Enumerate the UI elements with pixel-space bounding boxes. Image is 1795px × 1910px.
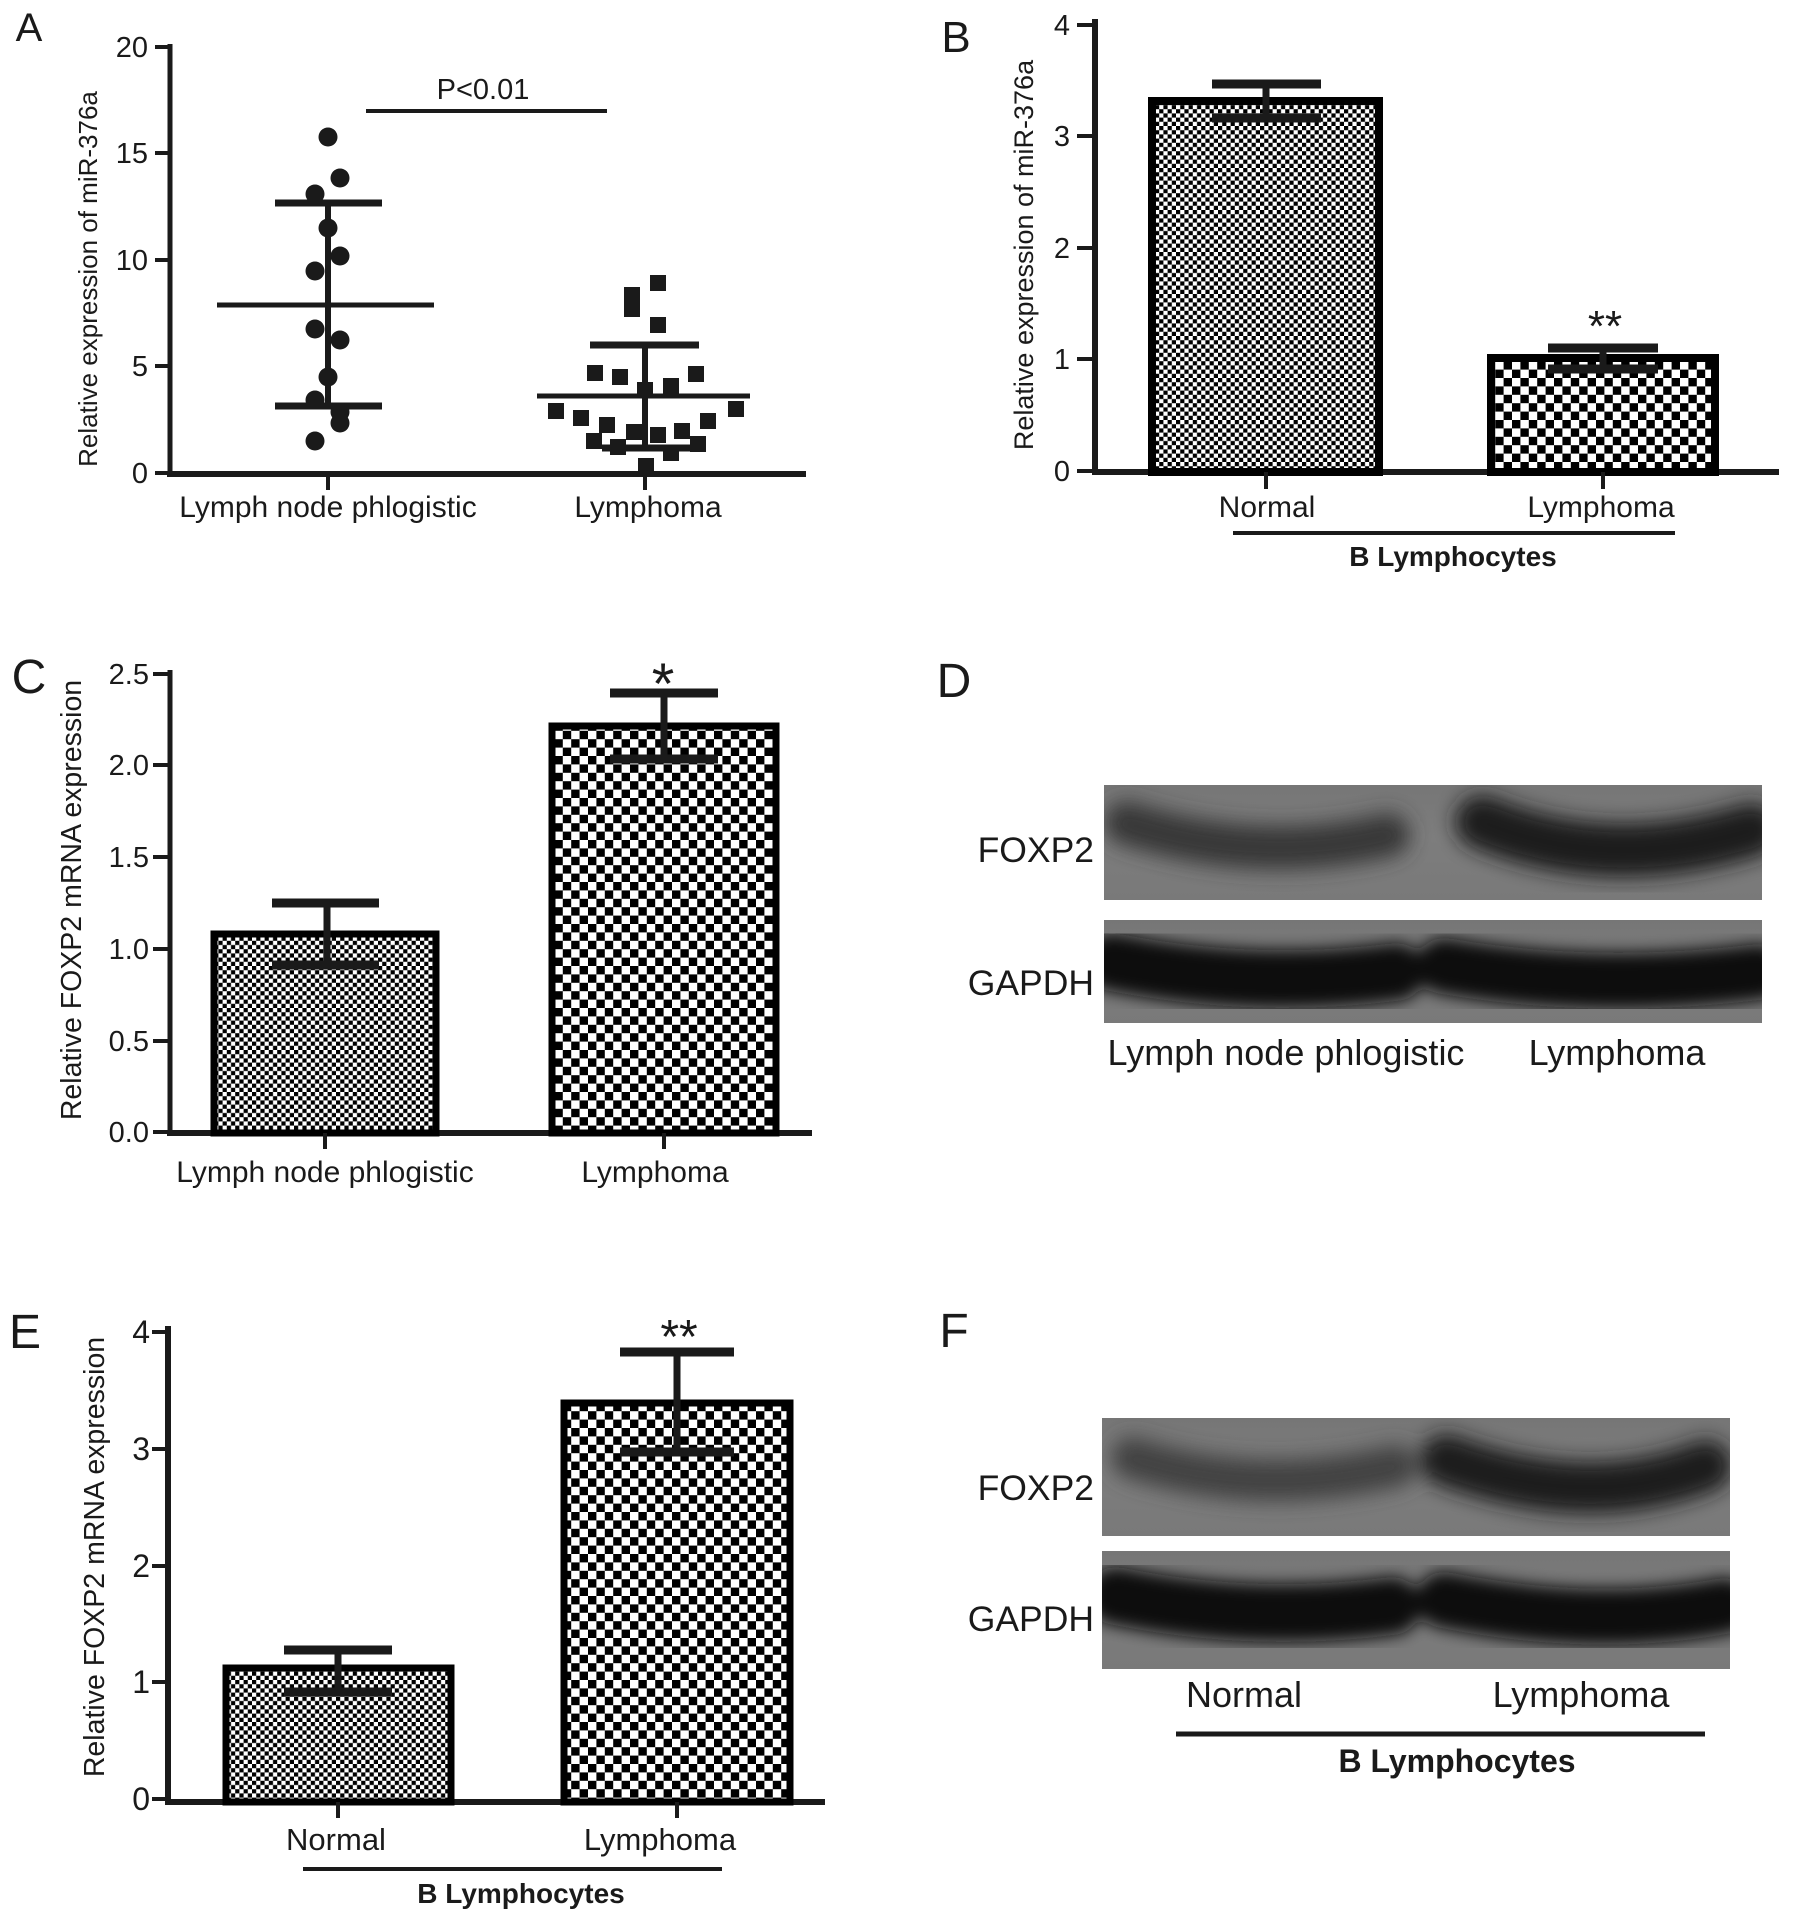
svg-text:Relative expression of miR-376: Relative expression of miR-376a	[1009, 59, 1039, 450]
svg-text:2: 2	[1054, 233, 1070, 265]
svg-text:0: 0	[132, 458, 148, 490]
svg-text:2.0: 2.0	[109, 750, 149, 782]
svg-text:0.0: 0.0	[109, 1117, 149, 1149]
svg-text:15: 15	[116, 138, 148, 170]
svg-text:3: 3	[1054, 121, 1070, 153]
svg-text:*: *	[652, 652, 675, 717]
svg-text:Normal: Normal	[286, 1822, 386, 1857]
svg-text:C: C	[12, 651, 47, 704]
svg-text:3: 3	[132, 1431, 150, 1467]
svg-text:10: 10	[116, 245, 148, 277]
svg-text:Lymph node phlogistic: Lymph node phlogistic	[1108, 1032, 1465, 1073]
svg-text:1.5: 1.5	[109, 842, 149, 874]
svg-text:1: 1	[1054, 344, 1070, 376]
svg-text:A: A	[16, 6, 43, 50]
svg-text:Lymph node phlogistic: Lymph node phlogistic	[179, 491, 476, 524]
svg-text:GAPDH: GAPDH	[968, 963, 1094, 1003]
svg-text:B: B	[941, 13, 970, 62]
svg-text:4: 4	[132, 1314, 150, 1350]
svg-text:D: D	[937, 655, 972, 708]
svg-text:Lymphoma: Lymphoma	[581, 1156, 729, 1189]
svg-text:Relative FOXP2 mRNA expression: Relative FOXP2 mRNA expression	[79, 1337, 111, 1777]
svg-text:2: 2	[132, 1548, 150, 1584]
svg-text:B Lymphocytes: B Lymphocytes	[1338, 1743, 1575, 1779]
svg-text:Lymphoma: Lymphoma	[584, 1822, 737, 1857]
svg-text:0: 0	[132, 1781, 150, 1817]
svg-text:F: F	[939, 1305, 968, 1358]
svg-text:GAPDH: GAPDH	[968, 1599, 1094, 1639]
svg-text:B Lymphocytes: B Lymphocytes	[417, 1878, 624, 1909]
svg-text:Lymphoma: Lymphoma	[1527, 491, 1675, 524]
svg-text:FOXP2: FOXP2	[978, 1468, 1094, 1508]
svg-text:E: E	[9, 1306, 41, 1359]
svg-text:0.5: 0.5	[109, 1026, 149, 1058]
svg-text:Lymphoma: Lymphoma	[1529, 1032, 1707, 1073]
svg-text:1.0: 1.0	[109, 934, 149, 966]
svg-text:Lymphoma: Lymphoma	[1493, 1674, 1671, 1715]
svg-text:4: 4	[1054, 10, 1070, 42]
svg-text:0: 0	[1054, 456, 1070, 488]
svg-text:Relative FOXP2 mRNA expression: Relative FOXP2 mRNA expression	[56, 680, 88, 1120]
svg-text:20: 20	[116, 32, 148, 64]
svg-text:2.5: 2.5	[109, 659, 149, 691]
svg-text:Lymph node phlogistic: Lymph node phlogistic	[176, 1156, 473, 1189]
svg-text:Lymphoma: Lymphoma	[574, 491, 722, 524]
svg-text:1: 1	[132, 1664, 150, 1700]
svg-text:FOXP2: FOXP2	[978, 830, 1094, 870]
svg-text:Normal: Normal	[1186, 1674, 1302, 1715]
svg-text:Normal: Normal	[1219, 491, 1316, 524]
svg-text:B Lymphocytes: B Lymphocytes	[1349, 541, 1556, 572]
svg-text:5: 5	[132, 351, 148, 383]
svg-text:Relative expression of miR-376: Relative expression of miR-376a	[73, 91, 103, 467]
svg-text:**: **	[1588, 302, 1622, 351]
svg-text:P<0.01: P<0.01	[437, 74, 530, 106]
svg-text:**: **	[660, 1311, 697, 1364]
